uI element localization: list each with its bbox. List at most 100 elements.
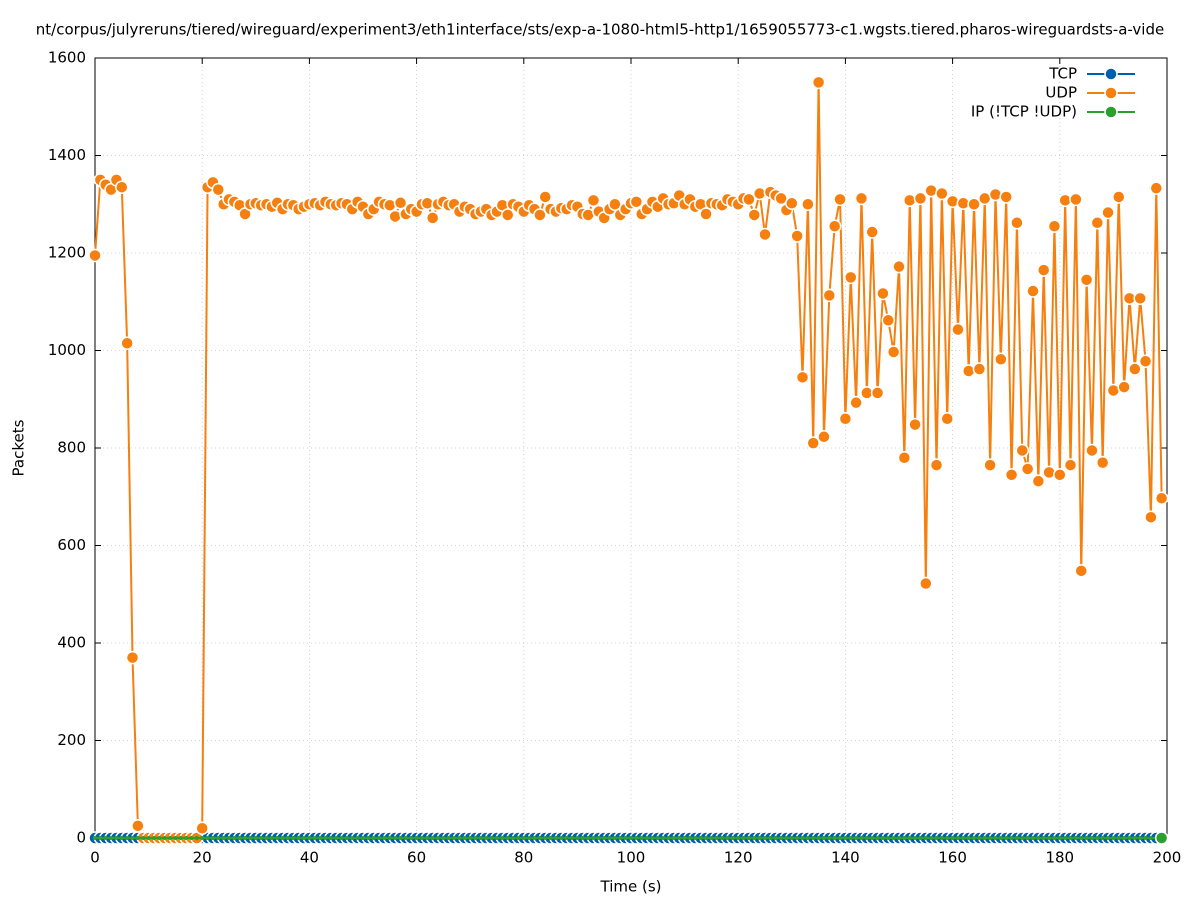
data-point [939, 836, 944, 840]
data-point [591, 836, 596, 840]
chart-title: nt/corpus/julyreruns/tiered/wireguard/ex… [36, 21, 1164, 39]
data-point [650, 836, 655, 840]
data-point [1010, 216, 1024, 230]
data-point [548, 836, 553, 840]
data-point [639, 836, 644, 840]
data-point [243, 836, 248, 840]
data-point [200, 836, 205, 840]
data-point [935, 186, 949, 201]
data-point [285, 836, 290, 840]
data-point [1101, 205, 1115, 220]
data-point [1047, 219, 1062, 233]
data-point [1079, 273, 1094, 287]
data-point [1133, 291, 1147, 306]
data-point [1084, 836, 1089, 840]
data-point [527, 836, 532, 840]
data-point [575, 836, 580, 840]
data-point [795, 370, 810, 385]
data-point [339, 836, 344, 840]
data-point [489, 836, 494, 840]
data-point [982, 836, 987, 840]
data-point [698, 836, 703, 840]
x-tick-label: 60 [407, 849, 426, 867]
data-point [714, 836, 719, 840]
data-point [366, 836, 371, 840]
data-point [1036, 836, 1041, 840]
data-point [699, 207, 713, 221]
data-point [742, 192, 756, 207]
data-point [999, 190, 1013, 204]
data-point [608, 197, 622, 211]
data-point [908, 417, 922, 432]
data-point [785, 196, 799, 211]
data-point [103, 836, 108, 840]
data-point [323, 836, 328, 840]
data-point [859, 836, 864, 840]
x-tick-label: 140 [831, 849, 860, 867]
data-point [275, 836, 280, 840]
data-point [875, 836, 880, 840]
data-point [988, 187, 1003, 202]
data-point [913, 191, 928, 206]
legend-label: TCP [1048, 65, 1077, 83]
data-point [1063, 836, 1068, 840]
data-point [157, 836, 162, 840]
data-point [661, 836, 666, 840]
data-point [1047, 836, 1052, 840]
data-point [500, 208, 515, 222]
data-point [800, 836, 805, 840]
data-point [929, 458, 944, 472]
data-point [682, 836, 687, 840]
data-point [393, 836, 398, 840]
data-point [832, 836, 837, 840]
data-point [629, 195, 644, 209]
data-point [629, 836, 633, 840]
data-point [897, 451, 912, 465]
data-point [1042, 465, 1056, 480]
data-point [945, 194, 960, 209]
data-point [945, 836, 950, 840]
data-point [189, 836, 194, 840]
data-point [516, 836, 521, 840]
data-point [355, 836, 360, 840]
data-point [537, 836, 542, 840]
data-point [768, 836, 773, 840]
x-tick-label: 20 [193, 849, 212, 867]
data-point [972, 836, 977, 840]
data-point [232, 836, 237, 840]
data-point [382, 836, 387, 840]
data-point [131, 819, 145, 833]
data-point [805, 836, 810, 840]
data-point [1116, 836, 1121, 840]
data-point [886, 345, 901, 359]
data-point [773, 836, 778, 840]
data-point [693, 836, 698, 840]
data-point [1068, 836, 1073, 840]
data-point [789, 836, 794, 840]
data-point [977, 836, 982, 840]
data-point [1031, 836, 1035, 840]
data-point [1100, 836, 1105, 840]
data-point [844, 270, 858, 285]
data-point [216, 836, 221, 840]
legend-swatch [1104, 86, 1118, 100]
data-point [532, 836, 537, 840]
data-point [393, 196, 408, 210]
data-point [264, 836, 269, 840]
data-point [119, 836, 124, 840]
data-point [1073, 836, 1078, 840]
data-point [902, 836, 907, 840]
data-point [655, 836, 660, 840]
data-point [553, 836, 558, 840]
data-point [950, 836, 955, 840]
data-point [328, 836, 333, 840]
data-point [784, 836, 789, 840]
data-point [296, 836, 301, 840]
data-point [500, 836, 505, 840]
data-point [419, 836, 424, 840]
data-point [687, 836, 692, 840]
data-point [570, 836, 575, 840]
data-point [929, 836, 934, 840]
x-tick-label: 0 [90, 849, 100, 867]
y-tick-label: 1200 [48, 244, 86, 262]
